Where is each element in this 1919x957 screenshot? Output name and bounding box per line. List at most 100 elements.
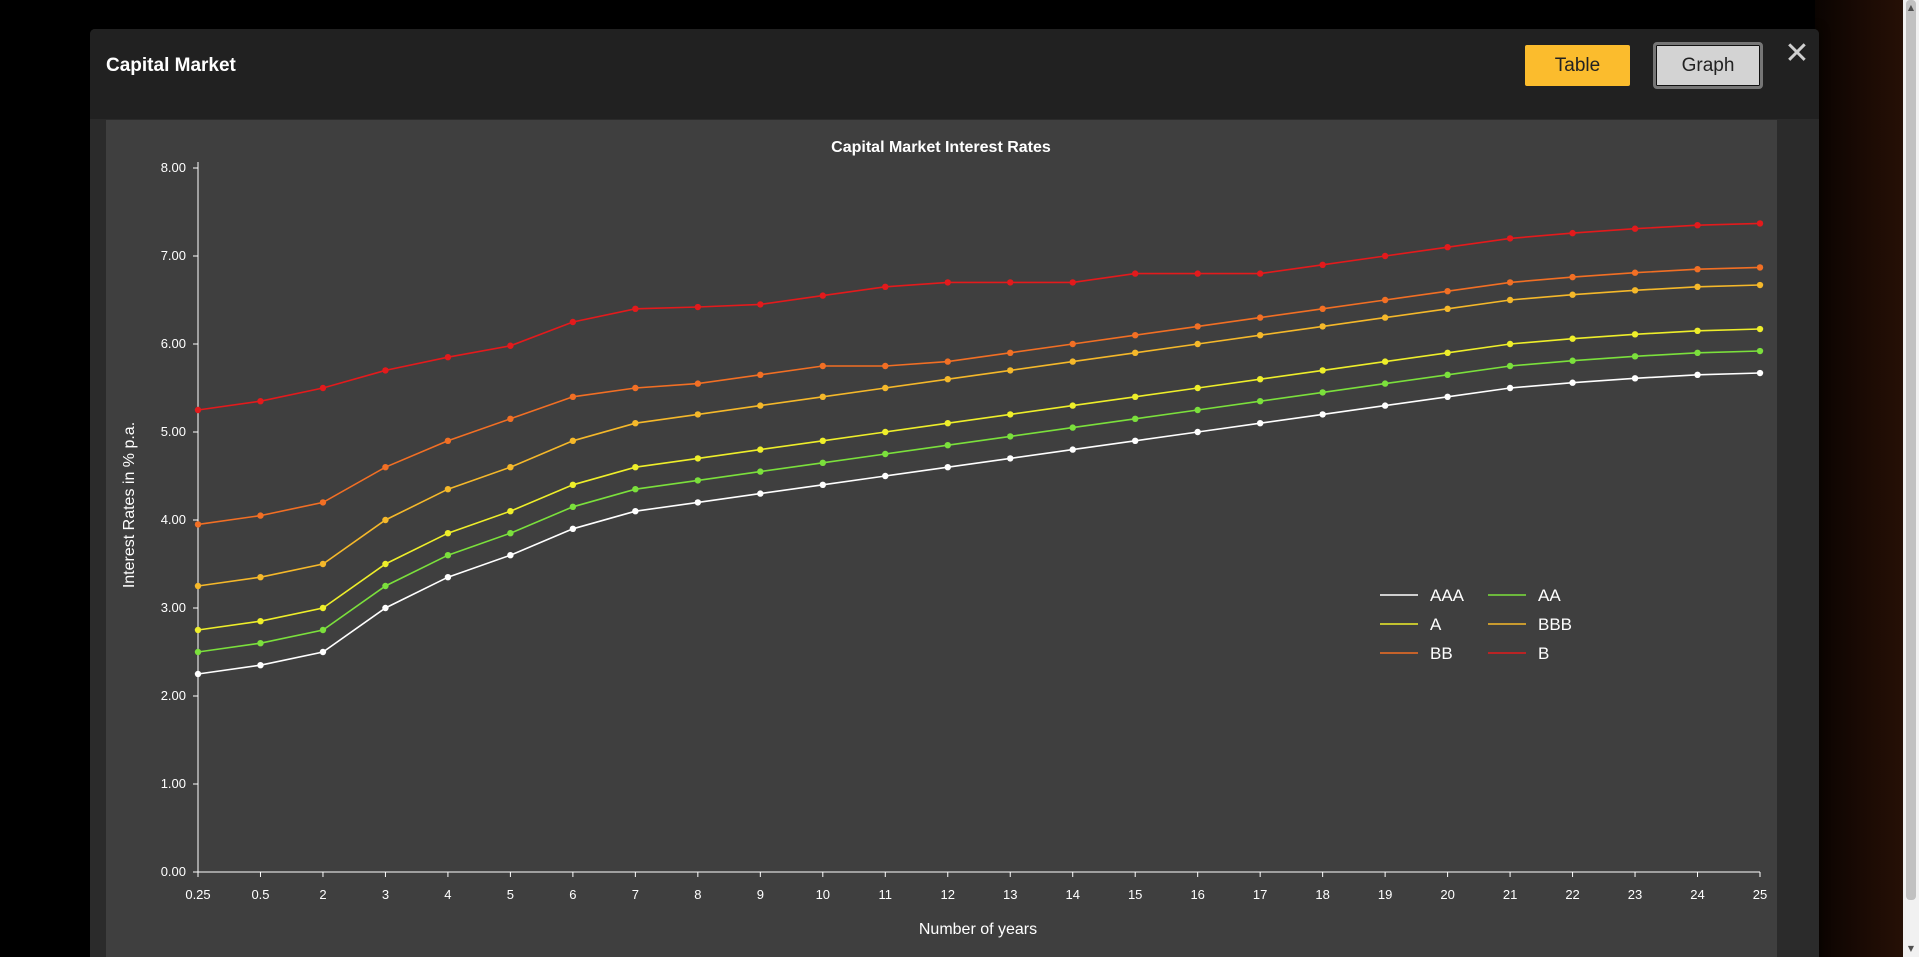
data-point-aa[interactable] <box>1194 406 1201 414</box>
data-point-aaa[interactable] <box>1007 455 1014 462</box>
data-point-b[interactable] <box>1444 244 1451 251</box>
data-point-aa[interactable] <box>757 468 764 475</box>
data-point-bb[interactable] <box>1506 279 1514 286</box>
data-point-aaa[interactable] <box>757 490 764 497</box>
data-point-a[interactable] <box>1007 411 1014 418</box>
data-point-bb[interactable] <box>382 464 389 471</box>
data-point-b[interactable] <box>1069 279 1076 286</box>
data-point-aa[interactable] <box>507 530 514 537</box>
table-view-button[interactable]: Table <box>1525 45 1630 86</box>
data-point-bb[interactable] <box>1756 264 1764 271</box>
data-point-bbb[interactable] <box>1007 367 1014 374</box>
data-point-bb[interactable] <box>882 362 889 370</box>
data-point-aa[interactable] <box>632 486 639 493</box>
data-point-bb[interactable] <box>1194 323 1201 330</box>
data-point-aaa[interactable] <box>1444 393 1451 400</box>
data-point-bb[interactable] <box>1256 314 1264 321</box>
data-point-bb[interactable] <box>1444 288 1451 295</box>
data-point-aaa[interactable] <box>1381 402 1389 409</box>
data-point-b[interactable] <box>1381 252 1389 260</box>
data-point-b[interactable] <box>1506 235 1514 242</box>
data-point-aa[interactable] <box>194 648 202 656</box>
data-point-a[interactable] <box>1381 358 1389 365</box>
data-point-aaa[interactable] <box>382 604 389 612</box>
data-point-a[interactable] <box>694 455 702 462</box>
data-point-bb[interactable] <box>944 358 951 365</box>
data-point-bbb[interactable] <box>1631 287 1639 294</box>
data-point-b[interactable] <box>194 406 202 414</box>
data-point-a[interactable] <box>444 530 452 537</box>
data-point-aaa[interactable] <box>319 648 327 656</box>
data-point-aaa[interactable] <box>1256 420 1264 427</box>
data-point-aa[interactable] <box>1381 380 1389 387</box>
data-point-bb[interactable] <box>1694 266 1701 273</box>
data-point-a[interactable] <box>1132 393 1139 400</box>
data-point-aaa[interactable] <box>1069 446 1076 453</box>
data-point-aa[interactable] <box>444 552 452 559</box>
data-point-aa[interactable] <box>1444 371 1451 378</box>
data-point-a[interactable] <box>944 420 951 427</box>
data-point-bb[interactable] <box>1132 332 1139 339</box>
data-point-bbb[interactable] <box>1444 305 1451 312</box>
data-point-b[interactable] <box>1756 220 1764 227</box>
data-point-a[interactable] <box>569 481 577 488</box>
data-point-bbb[interactable] <box>507 464 514 471</box>
data-point-aa[interactable] <box>319 626 327 634</box>
graph-view-button[interactable]: Graph <box>1653 42 1763 89</box>
data-point-bbb[interactable] <box>1194 340 1201 348</box>
data-point-aa[interactable] <box>1069 424 1076 431</box>
data-point-bbb[interactable] <box>1256 332 1264 339</box>
data-point-aaa[interactable] <box>507 552 514 559</box>
data-point-aa[interactable] <box>1694 349 1701 356</box>
data-point-b[interactable] <box>632 305 639 312</box>
data-point-b[interactable] <box>1694 222 1701 229</box>
data-point-aa[interactable] <box>1132 415 1139 422</box>
data-point-aa[interactable] <box>569 503 577 510</box>
data-point-aa[interactable] <box>1256 398 1264 405</box>
data-point-bbb[interactable] <box>1381 314 1389 321</box>
data-point-bb[interactable] <box>1631 269 1639 276</box>
data-point-bbb[interactable] <box>1319 323 1326 330</box>
data-point-b[interactable] <box>757 301 764 308</box>
data-point-bbb[interactable] <box>882 384 889 392</box>
data-point-aaa[interactable] <box>1194 428 1201 436</box>
data-point-aaa[interactable] <box>694 499 702 506</box>
data-point-b[interactable] <box>319 384 327 392</box>
data-point-a[interactable] <box>1319 367 1326 374</box>
data-point-bbb[interactable] <box>569 437 577 444</box>
data-point-bbb[interactable] <box>257 574 264 581</box>
data-point-bbb[interactable] <box>757 402 764 409</box>
data-point-b[interactable] <box>1569 229 1576 237</box>
data-point-aaa[interactable] <box>1506 384 1514 392</box>
data-point-a[interactable] <box>1569 335 1576 342</box>
data-point-bbb[interactable] <box>382 516 389 524</box>
data-point-bbb[interactable] <box>632 420 639 427</box>
data-point-bb[interactable] <box>757 371 764 378</box>
data-point-bb[interactable] <box>1007 349 1014 356</box>
data-point-aaa[interactable] <box>1319 411 1326 418</box>
data-point-aa[interactable] <box>1506 362 1514 370</box>
data-point-bbb[interactable] <box>694 411 702 418</box>
data-point-aaa[interactable] <box>882 472 889 480</box>
data-point-bb[interactable] <box>632 384 639 392</box>
data-point-bb[interactable] <box>694 380 702 387</box>
data-point-b[interactable] <box>382 367 389 374</box>
data-point-bb[interactable] <box>1569 273 1576 281</box>
data-point-b[interactable] <box>507 342 514 349</box>
data-point-aa[interactable] <box>1319 389 1326 396</box>
data-point-bb[interactable] <box>1381 296 1389 304</box>
data-point-aa[interactable] <box>1007 433 1014 440</box>
data-point-aa[interactable] <box>819 459 826 466</box>
data-point-aaa[interactable] <box>194 670 202 678</box>
data-point-b[interactable] <box>694 303 702 311</box>
data-point-aaa[interactable] <box>569 525 577 532</box>
data-point-a[interactable] <box>1756 325 1764 333</box>
data-point-b[interactable] <box>882 283 889 290</box>
data-point-bbb[interactable] <box>194 582 202 590</box>
data-point-bbb[interactable] <box>319 560 327 568</box>
data-point-a[interactable] <box>1256 376 1264 383</box>
data-point-a[interactable] <box>319 604 327 612</box>
scroll-down-icon[interactable]: ▼ <box>1907 944 1915 953</box>
data-point-b[interactable] <box>944 279 951 286</box>
data-point-b[interactable] <box>1194 270 1201 277</box>
